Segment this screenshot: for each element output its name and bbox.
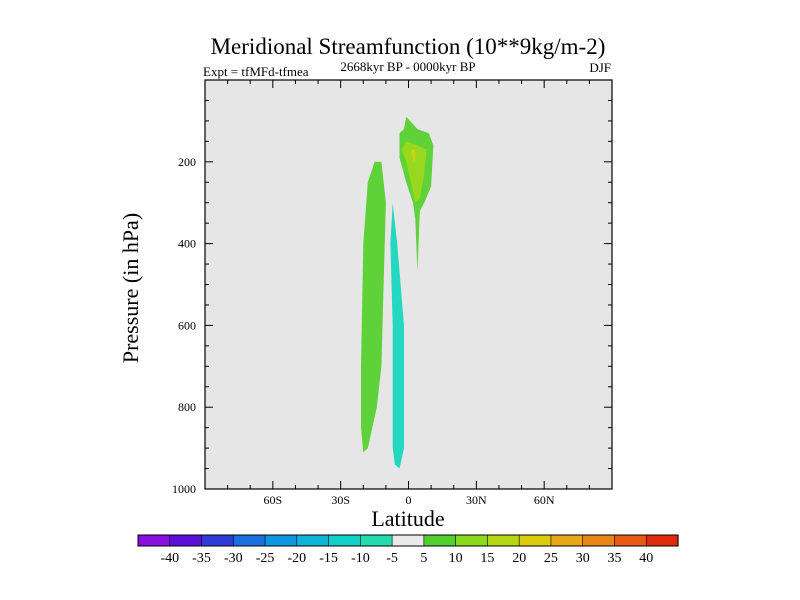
colorbar-frame: [137, 534, 679, 547]
contour-region-positive-core-upper: [401, 141, 427, 203]
colorbar-label: -40: [160, 551, 179, 566]
axis-ticks: [204, 79, 613, 490]
colorbar-label: -30: [224, 551, 243, 566]
colorbar: -40 -35 -30 -25 -20 -15 -10 -5 5 10 15 20 25 30 35 40: [137, 534, 679, 566]
colorbar-swatch: [169, 534, 203, 547]
colorbar-swatch: [264, 534, 298, 547]
colorbar-label: 40: [639, 551, 653, 566]
colorbar-label: -5: [386, 551, 398, 566]
contour-region-positive-band-sh: [361, 161, 386, 453]
colorbar-label: 15: [480, 551, 494, 566]
contour-region-negative-band-eq: [390, 202, 404, 469]
colorbar-swatch: [232, 534, 266, 547]
colorbar-swatch: [137, 534, 171, 547]
y-tick-label: 200: [178, 155, 196, 169]
colorbar-label: -10: [351, 551, 370, 566]
colorbar-label: -20: [287, 551, 306, 566]
colorbar-label: 25: [544, 551, 558, 566]
x-tick-label: 0: [406, 493, 412, 507]
y-axis-label: Pressure (in hPa): [118, 213, 143, 363]
colorbar-label: 30: [576, 551, 590, 566]
y-tick-label: 800: [178, 400, 196, 414]
colorbar-label: 35: [608, 551, 622, 566]
colorbar-swatch: [550, 534, 584, 547]
y-tick-label: 600: [178, 318, 196, 332]
colorbar-swatch: [391, 534, 425, 547]
experiment-label: Expt = tfMFd-tfmea: [203, 64, 309, 79]
contour-region-positive-peak-upper: [410, 149, 416, 162]
colorbar-swatch: [582, 534, 616, 547]
x-tick-label: 60S: [263, 493, 282, 507]
contour-regions: [361, 116, 434, 469]
colorbar-swatch: [645, 534, 679, 547]
x-axis-label: Latitude: [371, 506, 444, 531]
period-label: 2668kyr BP - 0000kyr BP: [340, 59, 475, 74]
colorbar-label: -35: [192, 551, 211, 566]
y-tick-label: 400: [178, 237, 196, 251]
x-tick-label: 30N: [466, 493, 487, 507]
colorbar-swatch: [487, 534, 520, 547]
colorbar-label: 20: [512, 551, 526, 566]
colorbar-swatch: [423, 534, 457, 547]
x-tick-label: 60N: [534, 493, 555, 507]
colorbar-swatch: [455, 534, 489, 547]
colorbar-swatch: [614, 534, 647, 547]
axis-tick-labels: 200 400 600 800 1000 60S 30S 0 30N 60N: [172, 155, 555, 507]
colorbar-label: -15: [319, 551, 338, 566]
colorbar-label: 5: [420, 551, 427, 566]
colorbar-label: 10: [449, 551, 463, 566]
colorbar-swatch: [328, 534, 361, 547]
x-tick-label: 30S: [331, 493, 350, 507]
y-tick-label: 1000: [172, 482, 196, 496]
colorbar-swatch: [360, 534, 393, 547]
colorbar-swatch: [201, 534, 234, 547]
colorbar-label: -25: [256, 551, 275, 566]
colorbar-swatch: [518, 534, 552, 547]
chart-title: Meridional Streamfunction (10**9kg/m-2): [211, 34, 606, 59]
colorbar-swatch: [296, 534, 330, 547]
season-label: DJF: [589, 60, 611, 75]
